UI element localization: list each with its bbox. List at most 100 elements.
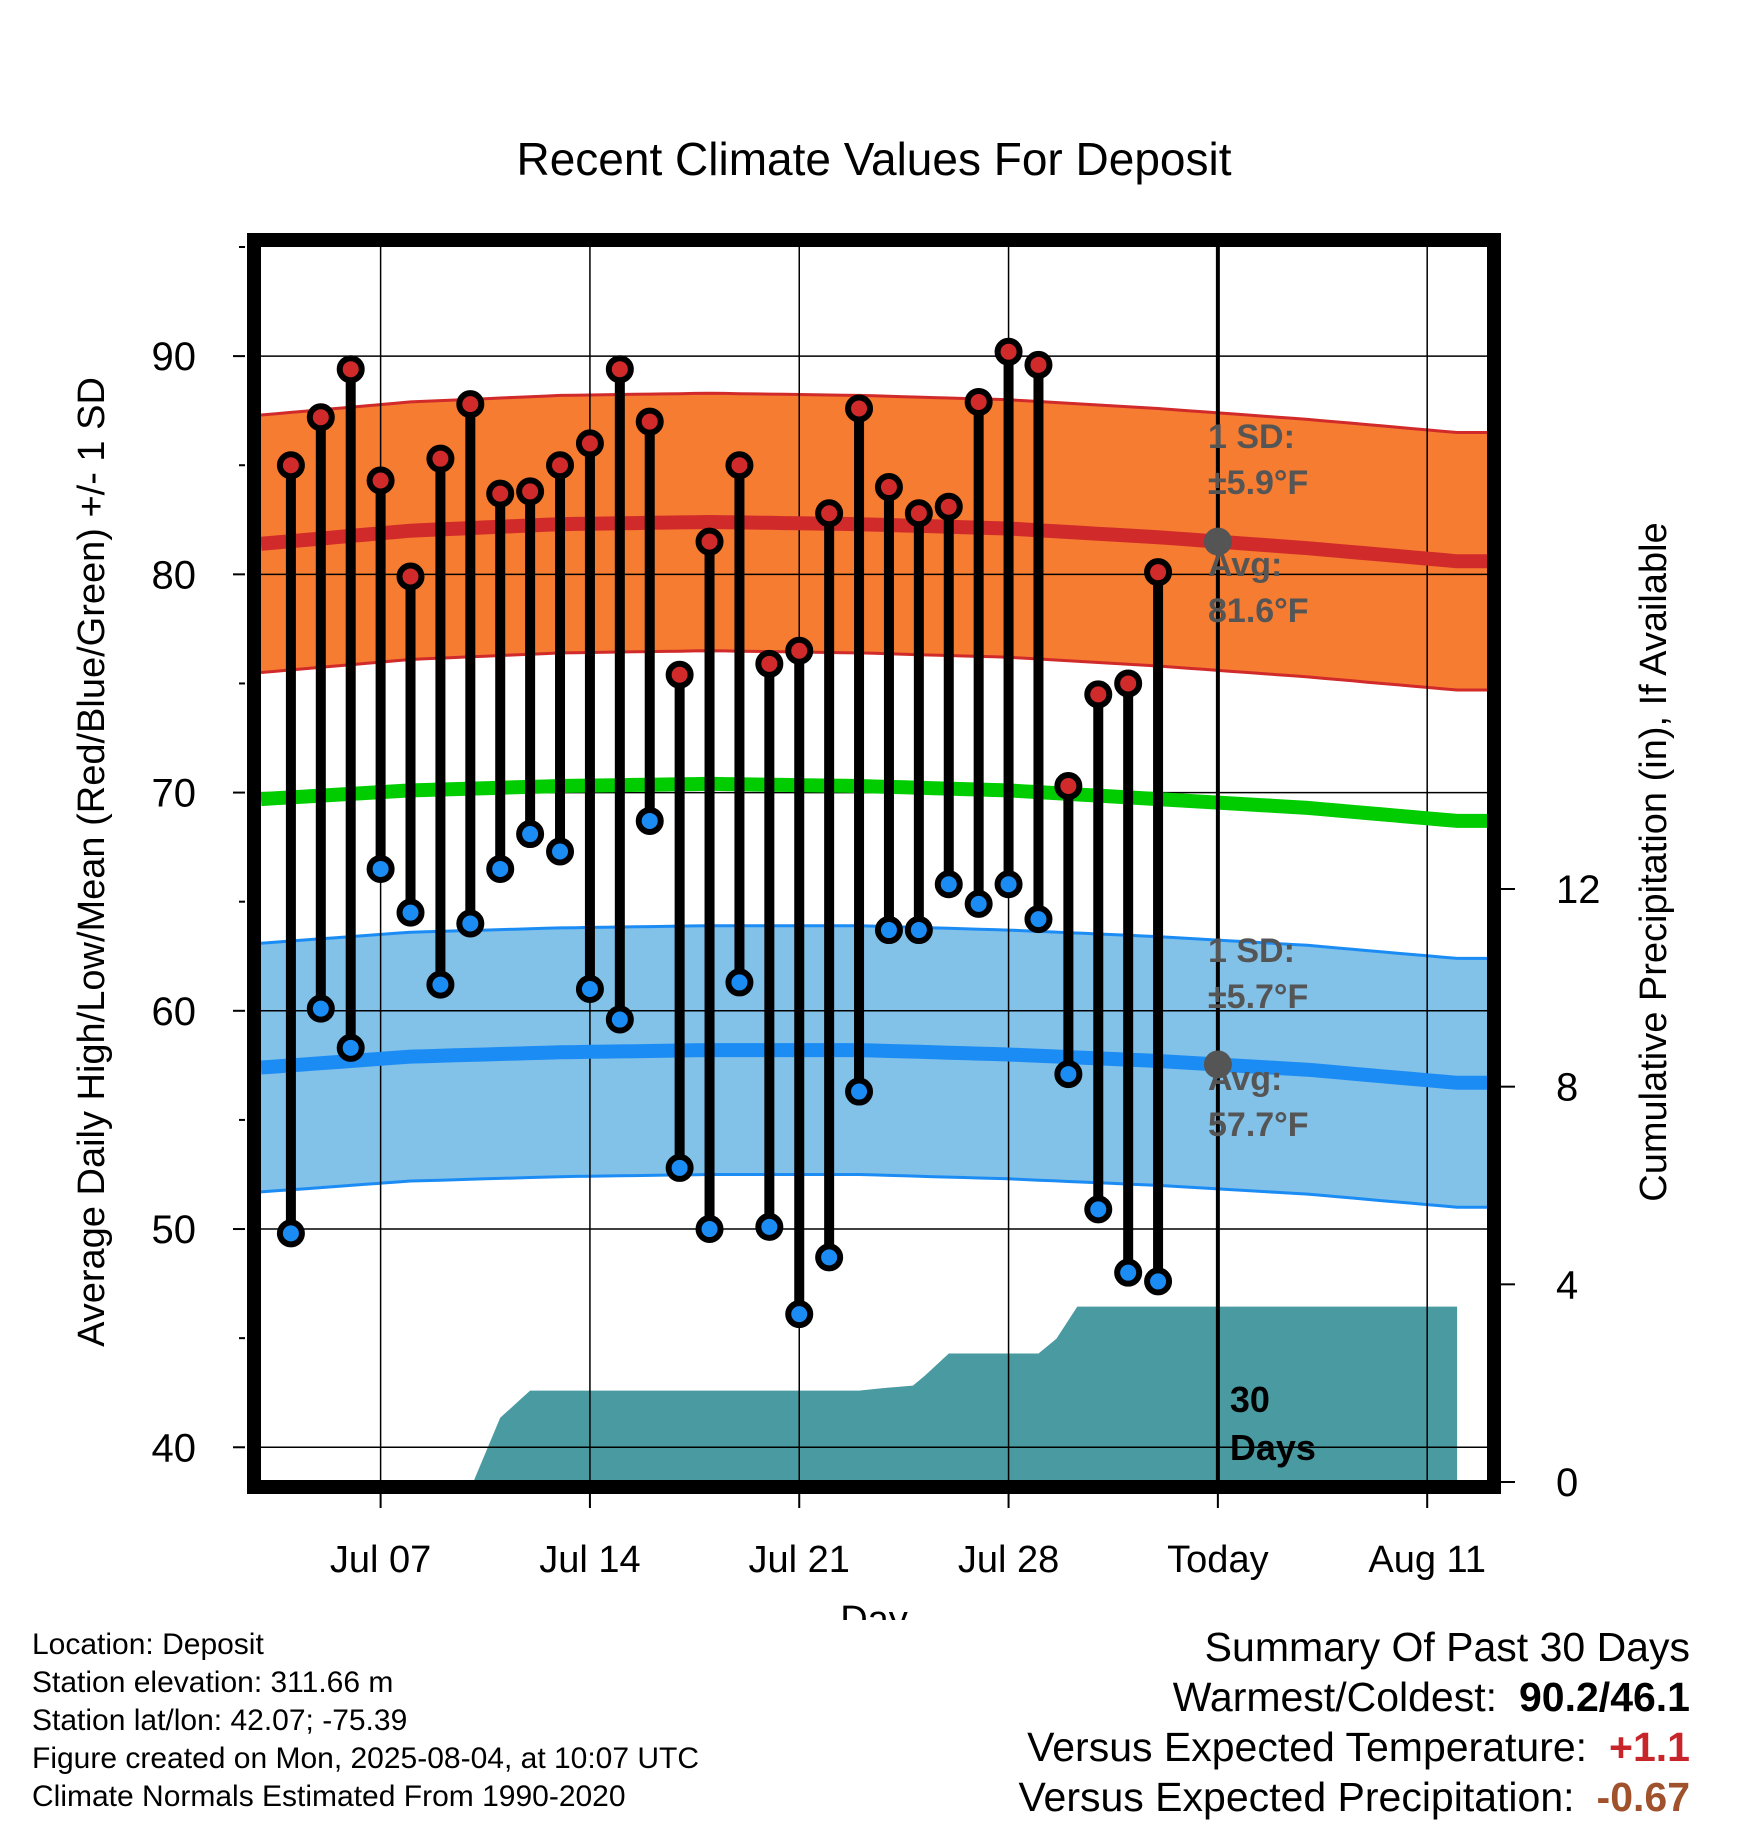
- temp-value: +1.1: [1609, 1724, 1690, 1770]
- x-tick-label: Jul 14: [539, 1539, 640, 1581]
- x-tick-label: Jul 21: [749, 1539, 850, 1581]
- daily-high-point: [785, 636, 814, 665]
- daily-low-point: [845, 1077, 874, 1106]
- high-avg-annotation-line1: Avg:: [1208, 546, 1282, 584]
- daily-low-point: [605, 1005, 634, 1034]
- daily-high-point: [815, 499, 844, 528]
- daily-high-point: [994, 337, 1023, 366]
- summary-warmest-row: Warmest/Coldest: 90.2/46.1: [1018, 1672, 1690, 1722]
- low-avg-line: [261, 1043, 1487, 1090]
- daily-low-point: [1084, 1195, 1113, 1224]
- temp-label: Versus Expected Temperature:: [1027, 1724, 1588, 1770]
- daily-high-point: [874, 473, 903, 502]
- daily-high-point: [635, 407, 664, 436]
- low-sd-annotation-line2: ±5.7°F: [1208, 978, 1308, 1016]
- y2-tick-label: 4: [1556, 1263, 1578, 1307]
- y-tick-label: 40: [152, 1426, 197, 1470]
- daily-high-point: [1054, 772, 1083, 801]
- created-text: Figure created on Mon, 2025-08-04, at 10…: [32, 1742, 700, 1775]
- daily-high-point: [845, 394, 874, 423]
- daily-low-point: [426, 970, 455, 999]
- daily-low-point: [934, 870, 963, 899]
- summary-temp-row: Versus Expected Temperature: +1.1: [1018, 1722, 1690, 1772]
- low-avg-annotation-line1: Avg:: [1208, 1060, 1282, 1098]
- daily-high-point: [904, 499, 933, 528]
- daily-low-point: [486, 854, 515, 883]
- climate-chart: Recent Climate Values For Deposit Averag…: [71, 133, 1675, 1620]
- daily-high-point: [725, 451, 754, 480]
- daily-high-point: [1084, 680, 1113, 709]
- daily-low-point: [1054, 1060, 1083, 1089]
- daily-low-point: [336, 1033, 365, 1062]
- x-tick-label: Jul 07: [330, 1539, 431, 1581]
- daily-low-point: [546, 837, 575, 866]
- daily-high-point: [306, 403, 335, 432]
- y2-tick-label: 8: [1556, 1066, 1578, 1110]
- summary-panel: Summary Of Past 30 Days Warmest/Coldest:…: [1018, 1622, 1690, 1822]
- daily-high-point: [426, 444, 455, 473]
- today-window-label-line2: Days: [1230, 1427, 1316, 1468]
- high-avg-annotation-line2: 81.6°F: [1208, 592, 1309, 630]
- daily-low-point: [1114, 1258, 1143, 1287]
- daily-low-point: [1144, 1267, 1173, 1296]
- daily-low-point: [904, 916, 933, 945]
- station-info: Location: Deposit Station elevation: 311…: [32, 1626, 699, 1816]
- daily-high-point: [665, 660, 694, 689]
- y-tick-label: 60: [152, 990, 197, 1034]
- y-tick-label: 90: [152, 335, 197, 379]
- daily-high-point: [336, 355, 365, 384]
- y-tick-label: 50: [152, 1208, 197, 1252]
- daily-low-point: [874, 916, 903, 945]
- x-tick-label: Jul 28: [958, 1539, 1059, 1581]
- daily-high-point: [1144, 558, 1173, 587]
- today-low-marker: [1203, 1050, 1232, 1079]
- high-sd-annotation-line1: 1 SD:: [1208, 418, 1295, 456]
- daily-low-point: [964, 889, 993, 918]
- daily-low-point: [276, 1219, 305, 1248]
- daily-high-point: [456, 390, 485, 419]
- y-axis-label: Average Daily High/Low/Mean (Red/Blue/Gr…: [71, 377, 113, 1347]
- low-sd-lower-line: [261, 1173, 1487, 1209]
- daily-low-point: [725, 968, 754, 997]
- today-high-marker: [1203, 527, 1232, 556]
- x-axis-label: Day: [840, 1599, 908, 1620]
- daily-high-point: [755, 649, 784, 678]
- daily-low-point: [635, 806, 664, 835]
- daily-high-point: [276, 451, 305, 480]
- low-avg-annotation-line2: 57.7°F: [1208, 1106, 1309, 1144]
- today-window-label-line1: 30: [1230, 1379, 1270, 1420]
- daily-high-point: [516, 477, 545, 506]
- precip-value: -0.67: [1596, 1774, 1690, 1820]
- precipitation-area: [474, 1306, 1458, 1480]
- precip-label: Versus Expected Precipitation:: [1018, 1774, 1575, 1820]
- latlon-text: Station lat/lon: 42.07; -75.39: [32, 1704, 408, 1737]
- plot-frame: [247, 233, 1501, 1494]
- daily-high-point: [605, 355, 634, 384]
- daily-high-point: [546, 451, 575, 480]
- x-tick-label: Today: [1167, 1539, 1268, 1581]
- daily-low-point: [755, 1212, 784, 1241]
- daily-low-point: [994, 870, 1023, 899]
- daily-low-point: [575, 974, 604, 1003]
- daily-high-point: [366, 466, 395, 495]
- daily-low-point: [1024, 905, 1053, 934]
- daily-high-point: [396, 562, 425, 591]
- daily-low-point: [785, 1300, 814, 1329]
- y2-tick-label: 0: [1556, 1461, 1578, 1505]
- warmest-value: 90.2/46.1: [1519, 1674, 1690, 1720]
- plot-area: 1 SD: ±5.9°F Avg: 81.6°F 1 SD: ±5.7°F Avg: 57.7…: [261, 247, 1487, 1480]
- summary-precip-row: Versus Expected Precipitation: -0.67: [1018, 1772, 1690, 1822]
- x-tick-label: Aug 11: [1368, 1539, 1486, 1581]
- location-text: Location: Deposit: [32, 1628, 264, 1661]
- daily-high-point: [1024, 350, 1053, 379]
- normals-text: Climate Normals Estimated From 1990-2020: [32, 1780, 626, 1813]
- high-sd-annotation-line2: ±5.9°F: [1208, 464, 1308, 502]
- daily-low-point: [456, 909, 485, 938]
- daily-low-point: [516, 820, 545, 849]
- summary-title: Summary Of Past 30 Days: [1204, 1624, 1690, 1670]
- daily-high-point: [934, 492, 963, 521]
- daily-low-point: [665, 1153, 694, 1182]
- daily-high-point: [1114, 669, 1143, 698]
- daily-high-point: [575, 429, 604, 458]
- y-tick-label: 70: [152, 772, 197, 816]
